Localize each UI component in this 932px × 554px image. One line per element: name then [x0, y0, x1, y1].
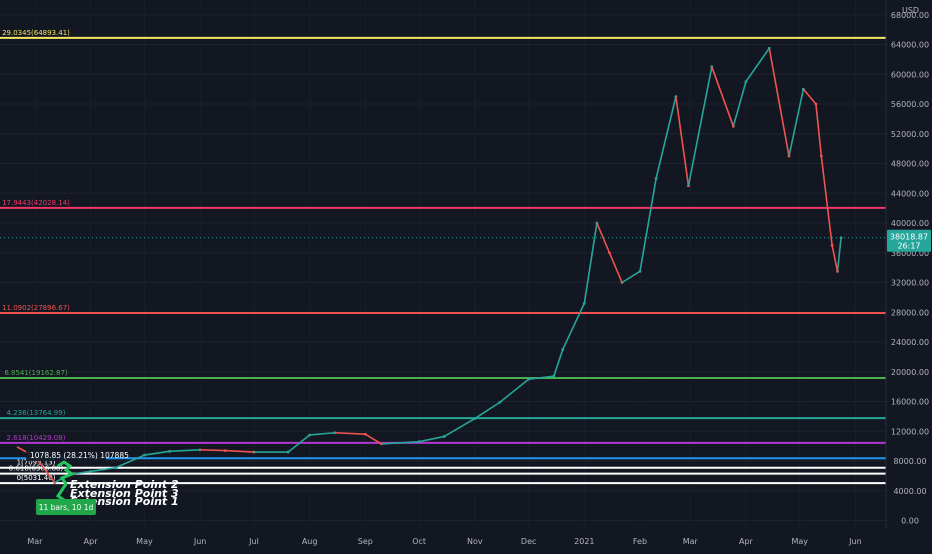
price-segment — [675, 96, 690, 186]
price-segment — [334, 431, 366, 436]
price-segment — [200, 449, 226, 452]
price-tick-label: 56000.00 — [891, 100, 929, 109]
time-axis[interactable]: Mar Apr May Jun Jul Aug Sep Oct Nov Dec 2021 Feb Mar… — [27, 537, 861, 546]
price-tick-label: 8000.00 — [893, 457, 926, 466]
extension-point-1[interactable]: Extension Point 1 — [70, 495, 179, 508]
time-tick-label: Nov — [467, 537, 483, 546]
time-tick-label: May — [136, 537, 153, 546]
time-tick-label: Feb — [633, 537, 647, 546]
price-segment — [443, 417, 476, 438]
price-tick-label: 52000.00 — [891, 130, 929, 139]
measure-label: 1078.85 (28.21%) 107885 — [30, 451, 129, 460]
price-axis[interactable]: 68000.00 64000.00 60000.00 56000.00 52000.00… — [885, 0, 931, 528]
price-point — [839, 236, 843, 240]
extension-point-3[interactable]: Extension Point 3 — [70, 487, 179, 500]
price-tick-label: 44000.00 — [891, 189, 929, 198]
fib-level-label: 17.9443(42028.14) — [2, 199, 70, 207]
price-tick-label: 0.00 — [901, 517, 919, 526]
price-tick-label: 28000.00 — [891, 308, 929, 317]
price-tick-label: 24000.00 — [891, 338, 929, 347]
time-tick-label: Apr — [84, 537, 99, 546]
price-segment — [596, 222, 611, 254]
countdown-label: 26:17 — [897, 242, 920, 251]
price-tick-label: 12000.00 — [891, 427, 929, 436]
price-tick-label: 60000.00 — [891, 70, 929, 79]
currency-label: USD — [902, 6, 919, 15]
fib-level-label: 0(5031.40) — [17, 474, 56, 482]
bars-range-box[interactable] — [36, 499, 96, 515]
time-tick-label: Jun — [848, 537, 862, 546]
fib-level-label: 1(7093.13) — [17, 459, 56, 467]
price-segment — [225, 449, 255, 453]
time-tick-label: Mar — [683, 537, 699, 546]
price-segment — [499, 378, 530, 403]
price-segment — [309, 431, 335, 436]
price-segment — [621, 270, 641, 284]
price-tick-label: 68000.00 — [891, 11, 929, 20]
price-segment — [528, 375, 554, 380]
price-segment — [287, 434, 311, 453]
price-tick-label: 64000.00 — [891, 41, 929, 50]
price-segment — [90, 466, 116, 473]
price-segment — [768, 48, 790, 157]
price-segment — [745, 47, 770, 83]
price-segment — [711, 66, 735, 127]
extension-arrow-icon[interactable] — [55, 460, 76, 507]
time-tick-label: Apr — [739, 537, 754, 546]
fib-level-label: 6.8541(19162.87) — [4, 369, 68, 377]
price-segment — [608, 252, 623, 283]
price-segment — [144, 450, 170, 456]
price-series — [0, 46, 886, 484]
extension-point-2[interactable]: Extension Point 2 — [70, 478, 179, 491]
price-segment — [687, 66, 713, 186]
price-tick-label: 20000.00 — [891, 368, 929, 377]
price-tick-label: 36000.00 — [891, 249, 929, 258]
measure-box — [26, 450, 106, 461]
fib-level-label: 2.618(10429.08) — [7, 434, 66, 442]
price-segment — [820, 155, 833, 246]
time-tick-label: Mar — [27, 537, 43, 546]
time-tick-label: 2021 — [574, 537, 594, 546]
price-segment — [583, 222, 598, 304]
price-tick-label: 48000.00 — [891, 160, 929, 169]
time-tick-label: Jun — [193, 537, 207, 546]
price-segment — [115, 454, 145, 469]
price-tick-label: 4000.00 — [893, 487, 926, 496]
price-segment — [364, 433, 382, 445]
fib-extension-levels[interactable]: 29.0345(64893.41) 17.9443(42028.14) 11.090… — [0, 29, 886, 485]
price-segment — [553, 349, 564, 377]
time-tick-label: Dec — [521, 537, 536, 546]
price-tick-label: 16000.00 — [891, 398, 929, 407]
price-segment — [802, 88, 817, 105]
time-tick-label: Aug — [302, 537, 318, 546]
fib-level-label: 0.618(6306.88) — [9, 465, 64, 473]
bars-range-label: 11 bars, 10 1d — [39, 503, 94, 512]
time-tick-label: Jul — [248, 537, 259, 546]
price-segment — [639, 178, 657, 272]
price-segment — [788, 88, 805, 157]
price-segment — [732, 81, 747, 127]
price-tick-label: 40000.00 — [891, 219, 929, 228]
fib-level-label: 11.0902(27896.67) — [2, 304, 70, 312]
last-price-label: 38018.87 — [890, 233, 928, 242]
price-tick-label: 32000.00 — [891, 279, 929, 288]
price-segment — [418, 435, 445, 443]
price-segment — [655, 96, 677, 179]
price-segment — [562, 302, 586, 350]
price-segment — [474, 401, 501, 420]
price-segment — [815, 103, 823, 157]
price-segment — [831, 245, 839, 272]
time-tick-label: Oct — [412, 537, 426, 546]
fib-level-label: 29.0345(64893.41) — [2, 29, 70, 37]
last-price-badge[interactable] — [887, 229, 931, 252]
price-segment — [836, 237, 842, 272]
time-tick-label: Sep — [358, 537, 373, 546]
fib-level-label: 4.236(13764.99) — [7, 409, 66, 417]
price-segment — [169, 449, 201, 453]
price-segment — [381, 440, 420, 445]
annotations[interactable]: 1078.85 (28.21%) 107885 Extension Point 2… — [26, 450, 179, 515]
time-tick-label: May — [792, 537, 809, 546]
